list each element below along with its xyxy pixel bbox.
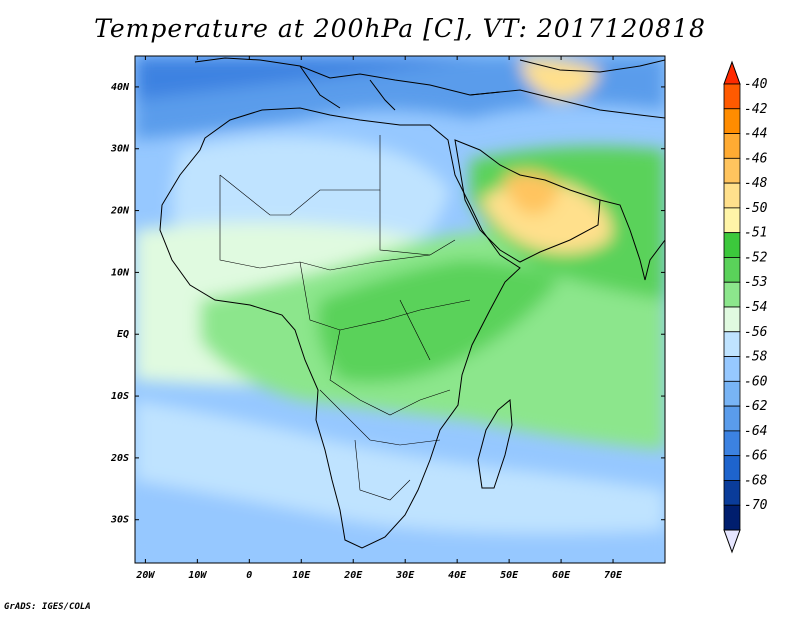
lat-tick-label: EQ [117,329,129,340]
lon-tick-label: 10W [188,570,207,581]
colorbar-swatch [723,480,741,506]
colorbar-swatch [723,207,741,234]
colorbar-label: -56 [744,325,768,340]
colorbar-swatch [723,504,741,531]
colorbar-label: -66 [744,449,768,464]
lat-tick-label: 10S [111,391,129,402]
colorbar-swatch [723,108,741,134]
colorbar-label: -52 [744,250,768,265]
colorbar-swatch [723,306,741,333]
colorbar-swatch [723,281,741,308]
temperature-field [135,56,665,563]
colorbar-label: -44 [744,127,767,142]
colorbar-label: -53 [744,275,767,290]
lon-tick-label: 20W [135,570,155,581]
lat-tick-label: 20N [110,206,130,217]
colorbar-label: -62 [744,399,768,414]
colorbar-label: -54 [744,300,767,315]
latitude-axis: 40N 30N 20N 10N EQ 10S 20S 30S [110,82,665,526]
colorbar-swatch [723,455,741,481]
colorbar-swatch [723,83,741,110]
country-borders [219,135,471,501]
lat-tick-label: 30S [110,515,129,526]
grads-credit: GrADS: IGES/COLA [4,602,91,612]
colorbar-swatch [723,430,741,457]
colorbar-label: -60 [744,374,768,389]
lon-tick-label: 50E [500,570,519,581]
colorbar-label: -51 [744,226,767,241]
colorbar-swatch [723,331,741,357]
lat-tick-label: 20S [110,453,129,464]
lon-tick-label: 60E [552,570,571,581]
colorbar-label: -50 [744,201,768,216]
colorbar-label: -42 [744,102,768,117]
coastlines [159,57,665,549]
colorbar-top-arrow [723,60,741,85]
colorbar: -40 -42 -44 -46 -48 -50 -51 -52 -53 -54 -56 -58 -60 -… [723,60,768,554]
colorbar-swatch [723,157,741,184]
colorbar-swatch [723,380,741,407]
longitude-axis: 20W 10W 0 10E 20E 30E 40E 50E 60E 70E [135,56,623,581]
colorbar-swatch [723,405,741,432]
colorbar-bottom-arrow [723,529,741,554]
lon-tick-label: 20E [343,570,363,581]
lat-tick-label: 10N [111,267,130,278]
lat-tick-label: 30N [110,144,130,155]
lon-tick-label: 30E [395,570,415,581]
colorbar-swatch [723,133,741,159]
lon-tick-label: 10E [292,570,311,581]
colorbar-swatch [723,356,741,382]
lon-tick-label: 70E [604,570,623,581]
lon-tick-label: 0 [246,570,252,581]
lat-tick-label: 40N [111,82,130,93]
colorbar-label: -64 [744,424,767,439]
lon-tick-label: 40E [448,570,467,581]
colorbar-label: -46 [744,151,768,166]
colorbar-label: -58 [744,350,768,365]
colorbar-swatch [723,232,741,258]
colorbar-swatch [723,257,741,283]
map-title: Temperature at 200hPa [C], VT: 201712081… [94,14,706,43]
colorbar-label: -70 [744,498,768,513]
colorbar-swatch [723,182,741,209]
colorbar-label: -40 [744,77,768,92]
colorbar-label: -48 [744,176,768,191]
plot-frame [134,55,666,564]
colorbar-label: -68 [744,473,768,488]
